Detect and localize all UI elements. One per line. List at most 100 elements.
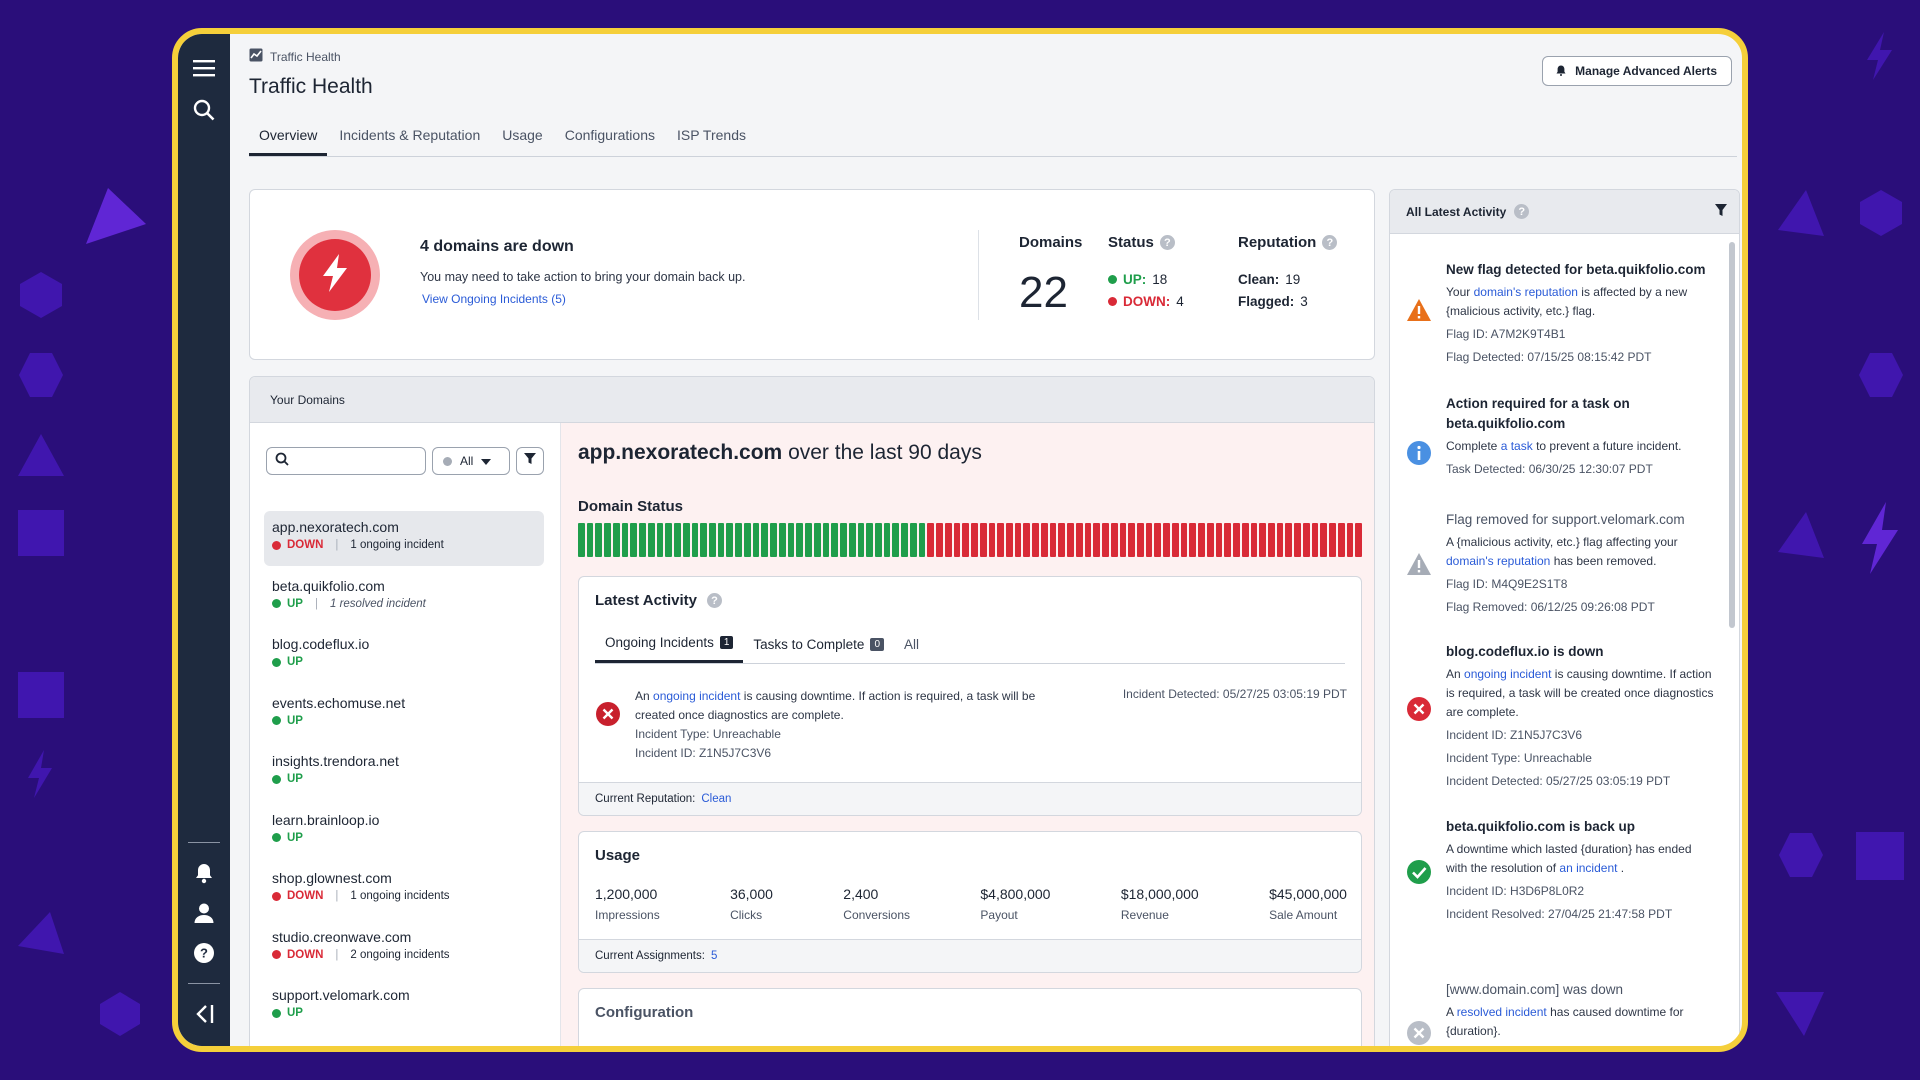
status-bar-down[interactable] [953, 523, 961, 557]
status-bar-down[interactable] [1320, 523, 1328, 557]
status-bar-up[interactable] [787, 523, 795, 557]
domain-list-item[interactable]: shop.glownest.com DOWN | 1 ongoing incident… [264, 862, 544, 917]
status-bar-up[interactable] [691, 523, 699, 557]
status-bar-down[interactable] [1171, 523, 1179, 557]
status-bar-down[interactable] [1102, 523, 1109, 557]
status-bar-up[interactable] [612, 523, 620, 557]
subtab-tasks-to-complete[interactable]: Tasks to Complete 0 [743, 635, 894, 663]
activity-scrollbar[interactable] [1729, 242, 1735, 628]
status-bar-down[interactable] [1067, 523, 1074, 557]
status-bar-down[interactable] [1189, 523, 1197, 557]
status-bar-down[interactable] [1259, 523, 1267, 557]
status-bar-down[interactable] [1198, 523, 1205, 557]
funnel-icon[interactable] [1715, 204, 1727, 220]
status-bar-down[interactable] [1250, 523, 1258, 557]
current-reputation-link[interactable]: Clean [701, 793, 732, 805]
status-bar-down[interactable] [1119, 523, 1127, 557]
status-bar-down[interactable] [1040, 523, 1048, 557]
status-bar-down[interactable] [971, 523, 978, 557]
status-bar-up[interactable] [735, 523, 742, 557]
domain-list-item[interactable]: learn.brainloop.io UP [264, 804, 544, 859]
subtab-ongoing-incidents[interactable]: Ongoing Incidents 1 [595, 635, 744, 663]
status-bar-down[interactable] [1355, 523, 1363, 557]
status-bar-up[interactable] [874, 523, 882, 557]
help-icon[interactable]: ? [1514, 204, 1530, 219]
status-bar-up[interactable] [717, 523, 725, 557]
status-bar-down[interactable] [1128, 523, 1135, 557]
status-bar-up[interactable] [778, 523, 786, 557]
tab-isp-trends[interactable]: ISP Trends [676, 127, 746, 143]
status-bar-down[interactable] [1215, 523, 1223, 557]
filter-button[interactable] [516, 447, 544, 475]
collapse-sidebar-icon[interactable] [186, 996, 222, 1032]
ongoing-incident-link[interactable]: ongoing incident [653, 689, 741, 703]
status-bar-up[interactable] [848, 523, 856, 557]
manage-advanced-alerts-button[interactable]: Manage Advanced Alerts [1542, 56, 1732, 86]
status-bar-down[interactable] [997, 523, 1004, 557]
activity-link[interactable]: domain's reputation [1473, 285, 1578, 299]
domain-list-item[interactable]: events.echomuse.net UP [264, 687, 544, 742]
status-bar-up[interactable] [918, 523, 926, 557]
status-bar-down[interactable] [962, 523, 970, 557]
status-bar-up[interactable] [656, 523, 664, 557]
status-bar-down[interactable] [1023, 523, 1031, 557]
hamburger-menu-icon[interactable] [186, 50, 222, 86]
status-bar-up[interactable] [770, 523, 777, 557]
status-bar-up[interactable] [639, 523, 646, 557]
activity-link[interactable]: an incident [1559, 861, 1618, 875]
status-bar-down[interactable] [1163, 523, 1170, 557]
subtab-all[interactable]: All [904, 636, 920, 652]
status-bar-down[interactable] [1154, 523, 1162, 557]
status-bar-up[interactable] [578, 523, 585, 557]
status-bar-up[interactable] [674, 523, 681, 557]
status-bar-up[interactable] [604, 523, 611, 557]
status-bar-up[interactable] [805, 523, 812, 557]
status-bar-down[interactable] [1005, 523, 1013, 557]
domain-list-item[interactable]: insights.trendora.net UP [264, 745, 544, 800]
status-bar-up[interactable] [726, 523, 734, 557]
status-bar-down[interactable] [1224, 523, 1232, 557]
status-bar-down[interactable] [1329, 523, 1336, 557]
domain-list-item[interactable]: support.velomark.com UP [264, 979, 544, 1034]
status-bar-down[interactable] [1049, 523, 1057, 557]
status-bar-down[interactable] [1093, 523, 1101, 557]
status-bar-down[interactable] [1302, 523, 1310, 557]
user-icon[interactable] [186, 895, 222, 931]
status-bar-up[interactable] [831, 523, 839, 557]
status-bar-up[interactable] [682, 523, 690, 557]
activity-link[interactable]: a task [1500, 439, 1533, 453]
status-bar-up[interactable] [630, 523, 638, 557]
status-bar-down[interactable] [1032, 523, 1039, 557]
status-bar-up[interactable] [743, 523, 751, 557]
status-bar-up[interactable] [822, 523, 830, 557]
status-bar-up[interactable] [892, 523, 900, 557]
status-bar-up[interactable] [647, 523, 655, 557]
status-bar-down[interactable] [944, 523, 952, 557]
help-icon[interactable]: ? [1322, 235, 1338, 250]
breadcrumb-label[interactable]: Traffic Health [270, 49, 341, 64]
current-assignments-link[interactable]: 5 [710, 950, 718, 962]
tab-overview[interactable]: Overview [249, 127, 328, 156]
status-bar-down[interactable] [979, 523, 987, 557]
status-bar-up[interactable] [840, 523, 847, 557]
status-bar-up[interactable] [621, 523, 629, 557]
domain-list-item[interactable]: studio.creonwave.com DOWN | 2 ongoing incid… [264, 921, 544, 976]
bell-icon[interactable] [186, 855, 222, 891]
status-bar-down[interactable] [1145, 523, 1153, 557]
status-bar-up[interactable] [901, 523, 908, 557]
status-bar-down[interactable] [1058, 523, 1066, 557]
status-bar-up[interactable] [883, 523, 891, 557]
status-bar-down[interactable] [1268, 523, 1275, 557]
status-bar-down[interactable] [927, 523, 935, 557]
view-ongoing-incidents-link[interactable]: View Ongoing Incidents (5) [422, 292, 566, 306]
status-bar-down[interactable] [1346, 523, 1354, 557]
status-filter-select[interactable]: All [432, 447, 510, 475]
status-bar-down[interactable] [1110, 523, 1118, 557]
help-icon[interactable]: ? [706, 593, 722, 608]
status-bar-up[interactable] [586, 523, 594, 557]
status-bar-up[interactable] [665, 523, 673, 557]
domain-list-item[interactable]: app.nexoratech.com DOWN | 1 ongoing inciden… [264, 511, 544, 566]
status-bar-down[interactable] [1084, 523, 1092, 557]
status-bar-down[interactable] [1276, 523, 1284, 557]
status-bar-down[interactable] [1075, 523, 1083, 557]
